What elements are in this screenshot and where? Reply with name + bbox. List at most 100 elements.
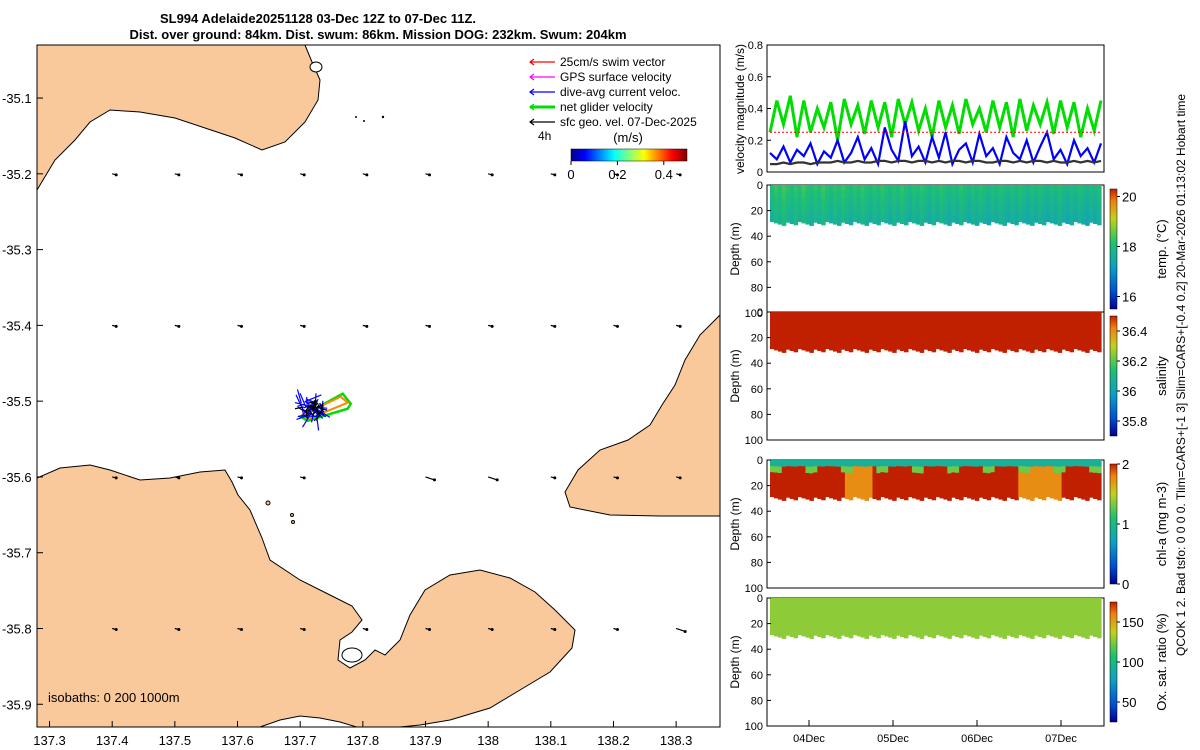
- section-cell: [1073, 478, 1078, 485]
- geo-vector-head: [114, 627, 118, 631]
- section-cell: [856, 472, 862, 480]
- section-cell: [1018, 616, 1023, 623]
- section-cell: [1057, 185, 1063, 193]
- section-cell: [947, 338, 952, 347]
- section-cell: [829, 598, 834, 605]
- section-cell: [825, 628, 830, 636]
- section-cell: [785, 312, 791, 319]
- section-cell: [781, 624, 787, 633]
- section-cell: [1057, 480, 1063, 488]
- section-cell: [931, 631, 937, 639]
- section-cell: [872, 210, 877, 218]
- section-cell: [1061, 604, 1067, 611]
- section-cell: [1077, 318, 1082, 326]
- section-cell: [770, 472, 775, 479]
- section-cell: [896, 490, 901, 498]
- section-cell: [773, 629, 779, 637]
- section-cell: [911, 185, 917, 192]
- section-cell: [876, 331, 881, 339]
- section-cell: [1006, 598, 1011, 605]
- section-cell: [884, 203, 889, 211]
- section-cell: [982, 460, 988, 467]
- section-cell: [1018, 466, 1023, 473]
- section-cell: [825, 203, 830, 210]
- section-cell: [797, 598, 803, 605]
- section-cell: [923, 197, 929, 205]
- section-cell: [785, 215, 791, 223]
- section-cell: [1030, 480, 1035, 488]
- section-cell: [998, 344, 1003, 352]
- section-cell: [959, 218, 964, 226]
- section-cell: [919, 631, 925, 639]
- section-cell: [1097, 479, 1102, 487]
- section-cell: [844, 191, 850, 199]
- section-cell: [907, 604, 913, 611]
- section-cell: [971, 624, 976, 632]
- section-cell: [856, 623, 862, 631]
- section-cell: [947, 480, 952, 488]
- section-cell: [896, 472, 901, 480]
- section-cell: [939, 623, 944, 631]
- section-cell: [978, 610, 984, 618]
- section-cell: [974, 480, 980, 488]
- section-cell: [947, 624, 952, 633]
- section-cell: [1045, 312, 1051, 319]
- section-cell: [1069, 312, 1074, 320]
- section-cell: [1061, 209, 1067, 217]
- section-cell: [931, 198, 937, 206]
- section-cell: [935, 472, 940, 479]
- map-x-tick-label: 137.4: [96, 733, 129, 748]
- section-cell: [971, 479, 976, 487]
- section-cell: [805, 479, 810, 487]
- section-cell: [994, 203, 1000, 211]
- section-cell: [939, 197, 944, 205]
- section-cell: [1014, 473, 1019, 481]
- section-cell: [919, 211, 925, 220]
- section-cell: [833, 630, 838, 638]
- colorbar-tick-label: 0.2: [608, 167, 626, 182]
- section-cell: [872, 318, 877, 326]
- section-cell: [1006, 472, 1011, 480]
- map-x-tick-label: 137.5: [159, 733, 192, 748]
- section-cell: [951, 598, 956, 605]
- section-cell: [927, 197, 933, 205]
- section-cell: [781, 631, 787, 639]
- section-cell: [931, 611, 937, 619]
- section-cell: [974, 205, 980, 213]
- section-cell: [797, 472, 803, 479]
- section-cell: [805, 312, 810, 320]
- section-cell: [931, 598, 937, 606]
- section-cell: [848, 198, 854, 206]
- section-cell: [833, 331, 838, 339]
- section-cell: [1065, 604, 1070, 612]
- section-cell: [907, 342, 913, 350]
- section-cell: [825, 598, 830, 605]
- section-cell: [935, 203, 940, 210]
- section-cell: [935, 622, 940, 629]
- section-cell: [955, 460, 960, 467]
- section-cell: [785, 622, 791, 630]
- section-cell: [840, 312, 846, 319]
- section-cell: [967, 485, 972, 493]
- section-cell: [884, 337, 889, 345]
- section-colorbar-tick-label: 35.8: [1122, 414, 1147, 429]
- geo-vector-head: [365, 324, 369, 328]
- section-cell: [931, 204, 937, 212]
- section-cell: [833, 486, 838, 494]
- section-cell: [955, 324, 960, 332]
- section-cell: [1026, 211, 1031, 219]
- section-cell: [1049, 216, 1055, 224]
- section-cell: [1069, 345, 1074, 353]
- map-y-tick-label: -35.6: [2, 470, 32, 485]
- section-cell: [919, 598, 925, 606]
- section-cell: [781, 466, 787, 474]
- section-cell: [860, 185, 866, 193]
- section-cell: [1041, 479, 1047, 487]
- section-cell: [770, 628, 775, 636]
- section-cell: [911, 312, 917, 319]
- section-cell: [978, 324, 984, 332]
- section-cell: [947, 604, 952, 612]
- section-cell: [1002, 624, 1007, 633]
- section-cell: [1057, 312, 1063, 320]
- section-cell: [1053, 312, 1059, 320]
